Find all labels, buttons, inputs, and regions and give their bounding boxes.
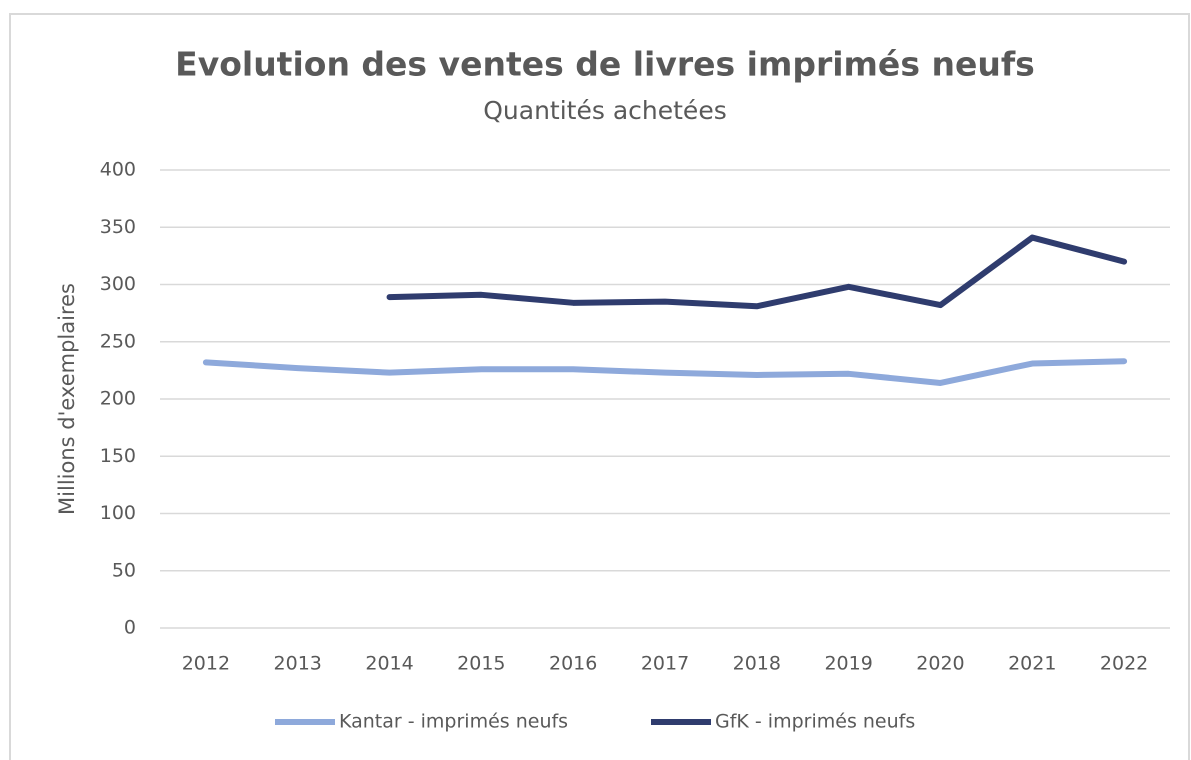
y-tick-label: 100 bbox=[100, 502, 136, 524]
y-tick-label: 150 bbox=[100, 445, 136, 467]
x-tick-label: 2019 bbox=[824, 653, 872, 675]
y-tick-label: 0 bbox=[124, 617, 136, 639]
x-tick-label: 2014 bbox=[365, 653, 413, 675]
y-axis-label: Millions d'exemplaires bbox=[55, 283, 79, 515]
y-tick-label: 200 bbox=[100, 388, 136, 410]
x-tick-label: 2015 bbox=[457, 653, 505, 675]
y-tick-label: 50 bbox=[112, 559, 136, 581]
series-line bbox=[386, 234, 1128, 310]
y-tick-label: 300 bbox=[100, 273, 136, 295]
x-tick-label: 2012 bbox=[182, 653, 230, 675]
x-tick-label: 2013 bbox=[274, 653, 322, 675]
x-tick-label: 2020 bbox=[916, 653, 964, 675]
chart-title: Evolution des ventes de livres imprimés … bbox=[175, 45, 1035, 84]
legend-label: GfK - imprimés neufs bbox=[715, 711, 915, 733]
chart-subtitle: Quantités achetées bbox=[483, 96, 726, 125]
y-tick-label: 250 bbox=[100, 330, 136, 352]
y-tick-label: 400 bbox=[100, 159, 136, 181]
x-tick-label: 2016 bbox=[549, 653, 597, 675]
y-tick-label: 350 bbox=[100, 216, 136, 238]
x-tick-label: 2022 bbox=[1100, 653, 1148, 675]
series-line bbox=[202, 358, 1128, 386]
x-tick-label: 2018 bbox=[733, 653, 781, 675]
legend-label: Kantar - imprimés neufs bbox=[339, 711, 568, 733]
x-tick-label: 2017 bbox=[641, 653, 689, 675]
chart-frame bbox=[9, 13, 1190, 760]
x-tick-label: 2021 bbox=[1008, 653, 1056, 675]
